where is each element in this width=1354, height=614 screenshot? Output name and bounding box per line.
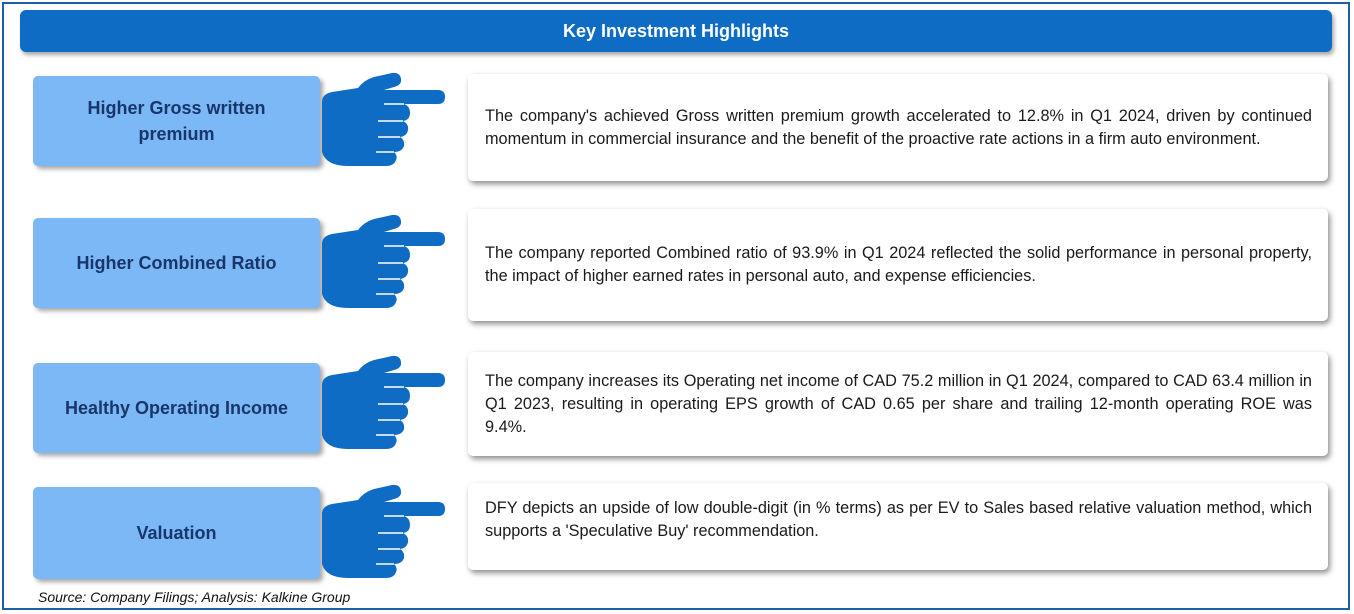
highlight-label-gross-written-premium: Higher Gross written premium bbox=[33, 76, 320, 166]
description-text: The company increases its Operating net … bbox=[485, 371, 1312, 436]
pointing-hand-icon bbox=[318, 72, 446, 168]
description-text: DFY depicts an upside of low double-digi… bbox=[485, 498, 1312, 540]
highlight-label-combined-ratio: Higher Combined Ratio bbox=[33, 218, 320, 308]
page-title: Key Investment Highlights bbox=[20, 10, 1332, 52]
highlight-label-operating-income: Healthy Operating Income bbox=[33, 363, 320, 453]
pointing-hand-icon bbox=[318, 484, 446, 580]
highlight-description-gross-written-premium: The company's achieved Gross written pre… bbox=[468, 74, 1328, 181]
pointing-hand-icon bbox=[318, 214, 446, 310]
highlight-description-operating-income: The company increases its Operating net … bbox=[468, 352, 1328, 456]
description-text: The company reported Combined ratio of 9… bbox=[485, 244, 1312, 285]
pointing-hand-icon bbox=[318, 355, 446, 451]
highlight-label-valuation: Valuation bbox=[33, 487, 320, 579]
source-note: Source: Company Filings; Analysis: Kalki… bbox=[38, 589, 351, 605]
highlight-description-combined-ratio: The company reported Combined ratio of 9… bbox=[468, 209, 1328, 321]
description-text: The company's achieved Gross written pre… bbox=[485, 106, 1312, 148]
highlight-description-valuation: DFY depicts an upside of low double-digi… bbox=[468, 483, 1328, 570]
